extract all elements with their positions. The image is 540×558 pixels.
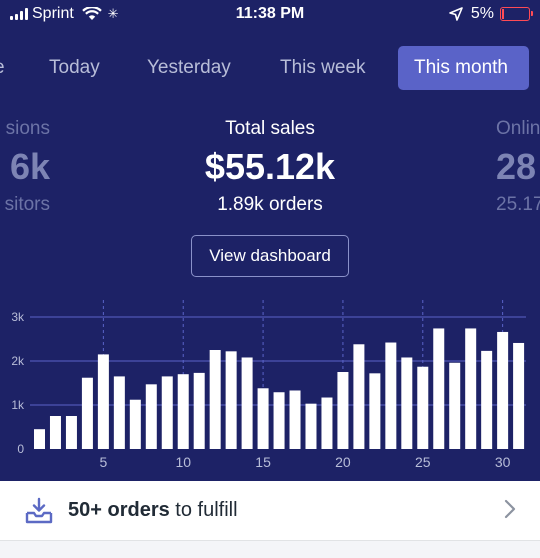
- chart-bar: [481, 350, 493, 449]
- sales-bar-chart: 0 1k 2k 3k 5 10 15 20 25 30: [11, 300, 526, 470]
- tab-today[interactable]: Today: [49, 57, 100, 78]
- chart-bar: [449, 362, 461, 449]
- metric-online-value: 28: [496, 146, 537, 187]
- chart-bar: [369, 373, 381, 449]
- chart-bar: [209, 350, 221, 449]
- total-sales-value: $55.12k: [204, 146, 336, 187]
- y-tick-label: 0: [17, 442, 24, 456]
- metric-sessions[interactable]: sions 6k sitors: [0, 118, 50, 216]
- y-tick-label: 1k: [11, 398, 25, 412]
- chart-bar: [305, 403, 317, 449]
- metric-total-sales: Total sales $55.12k 1.89k orders: [120, 118, 420, 216]
- tab-this-month[interactable]: This month: [398, 46, 529, 90]
- metric-online-store[interactable]: Onlin 28 25.17: [496, 118, 540, 216]
- status-left: Sprint ✳: [10, 5, 119, 23]
- chart-bar: [49, 416, 61, 449]
- status-right: 5%: [449, 5, 533, 23]
- chart-bar: [257, 388, 269, 449]
- chart-bar: [225, 351, 237, 449]
- orders-to-fulfill-suffix: to fulfill: [169, 499, 238, 521]
- chart-bar: [497, 331, 509, 449]
- wifi-icon: [82, 7, 102, 20]
- battery-percent: 5%: [470, 5, 494, 22]
- tab-this-week[interactable]: This week: [280, 57, 366, 78]
- activity-spinner-icon: ✳: [107, 6, 119, 21]
- chart-bar: [97, 354, 109, 449]
- x-tick-label: 25: [415, 454, 431, 470]
- chart-bar: [65, 416, 77, 449]
- chart-bar: [321, 397, 333, 449]
- tab-yesterday[interactable]: Yesterday: [147, 57, 231, 78]
- chart-bar: [273, 392, 285, 449]
- carrier-label: Sprint: [32, 5, 74, 22]
- x-tick-label: 10: [175, 454, 191, 470]
- bottom-strip: [0, 541, 540, 558]
- chart-bar: [385, 342, 397, 449]
- chart-bar: [417, 366, 429, 449]
- status-time: 11:38 PM: [235, 5, 305, 22]
- chart-bar: [34, 429, 45, 449]
- location-arrow-icon: [449, 7, 463, 21]
- total-sales-label: Total sales: [225, 118, 315, 139]
- x-tick-label: 30: [495, 454, 511, 470]
- chart-bar: [81, 377, 93, 449]
- orders-to-fulfill-row[interactable]: 50+ orders to fulfill: [0, 481, 540, 541]
- x-tick-label: 5: [99, 454, 107, 470]
- chart-bar: [177, 374, 189, 449]
- status-bar: Sprint ✳ 11:38 PM 5%: [0, 0, 540, 30]
- date-range-tabs: e Today Yesterday This week This month: [0, 46, 540, 92]
- signal-icon: [10, 8, 28, 20]
- x-tick-label: 15: [255, 454, 271, 470]
- battery-icon: [500, 7, 533, 21]
- metric-sessions-sub: sitors: [4, 194, 50, 215]
- x-tick-label: 20: [335, 454, 351, 470]
- chart-bar: [161, 376, 173, 449]
- inbox-download-icon: [25, 497, 53, 523]
- chart-bar: [241, 357, 253, 449]
- chart-bar: [353, 344, 365, 449]
- tab-previous-partial[interactable]: e: [0, 46, 5, 90]
- view-dashboard-button[interactable]: View dashboard: [191, 235, 349, 277]
- chart-bar: [465, 328, 477, 449]
- chart-bar: [289, 390, 301, 449]
- y-tick-label: 2k: [11, 354, 25, 368]
- chevron-right-icon: [504, 499, 516, 519]
- chart-bar: [401, 357, 413, 449]
- orders-to-fulfill-count: 50+ orders: [68, 499, 170, 521]
- metric-online-sub: 25.17: [496, 194, 540, 215]
- chart-bar: [433, 328, 445, 449]
- chart-bar: [113, 376, 125, 449]
- metric-online-label: Onlin: [496, 118, 540, 139]
- metric-sessions-label: sions: [5, 118, 50, 139]
- chart-bar: [193, 372, 205, 449]
- orders-count: 1.89k orders: [217, 194, 323, 215]
- chart-bar: [129, 399, 141, 449]
- metric-sessions-value: 6k: [9, 146, 50, 187]
- y-tick-label: 3k: [11, 310, 25, 324]
- chart-bar: [513, 342, 525, 449]
- chart-bar: [337, 372, 349, 449]
- chart-bar: [145, 384, 157, 449]
- orders-to-fulfill-text: 50+ orders to fulfill: [68, 499, 238, 522]
